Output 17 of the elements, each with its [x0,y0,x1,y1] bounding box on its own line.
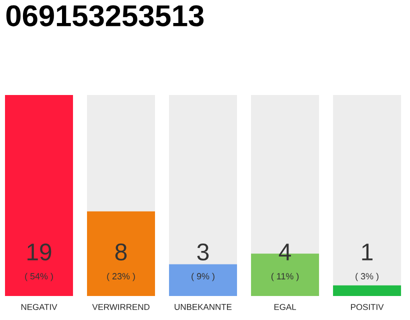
annotation: ( 23% ) [107,272,135,282]
x-tick-label: EGAL [274,304,296,310]
annotation: ( 9% ) [192,272,214,282]
x-tick-label: UNBEKANNTE [174,304,232,310]
chart-title: 069153253513 [6,5,204,26]
bar [333,285,402,296]
data-label: 3 [197,244,209,260]
bar [169,264,238,296]
x-tick-label: NEGATIV [21,304,58,310]
annotation: ( 11% ) [271,272,299,282]
x-tick-label: VERWIRREND [92,304,150,310]
data-label: 8 [115,244,127,260]
annotation: ( 3% ) [356,272,378,282]
data-label: 19 [28,244,52,260]
annotation: ( 54% ) [25,272,53,282]
x-tick-label: POSITIV [351,304,384,310]
data-label: 1 [362,244,373,260]
